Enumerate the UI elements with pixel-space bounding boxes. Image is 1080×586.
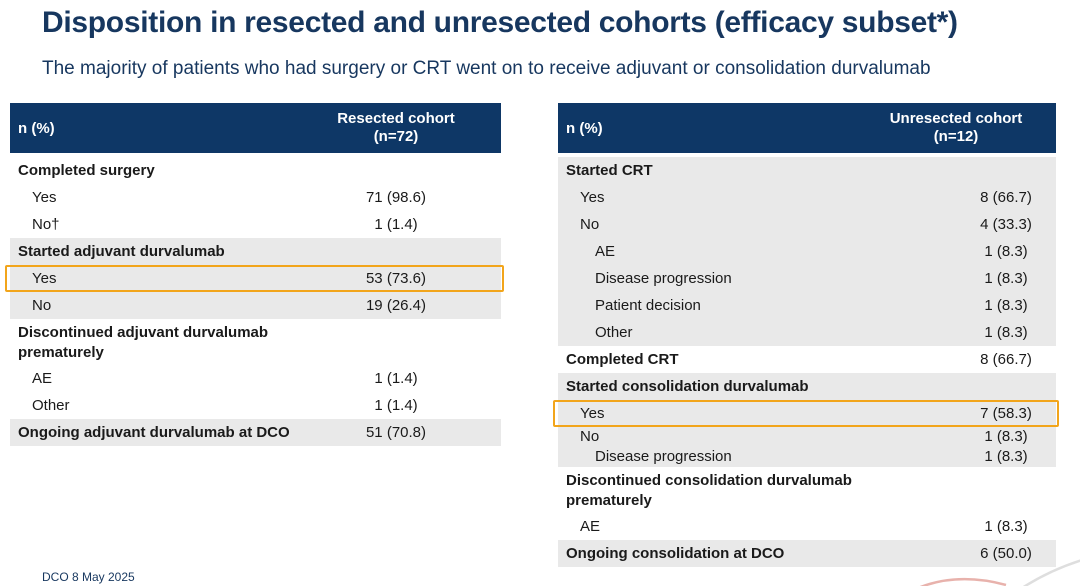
table-row: AE 1 (1.4) — [10, 365, 501, 392]
table-header-bar: n (%) Unresected cohort (n=12) — [558, 103, 1056, 153]
row-label: Discontinued consolidation durvalumab pr… — [566, 472, 852, 509]
row-label: Ongoing adjuvant durvalumab at DCO — [18, 423, 290, 441]
row-label: Completed surgery — [18, 161, 155, 179]
table-body: Completed surgery Yes 71 (98.6) No† 1 (1.4) S… — [5, 157, 504, 446]
column-header-n-pct: n (%) — [566, 119, 603, 137]
table-row: Started CRT — [558, 157, 1056, 184]
table-body: Started CRT Yes 8 (66.7) No 4 (33.3) AE 1 (8.3… — [553, 157, 1059, 567]
table-row: Yes 8 (66.7) — [558, 184, 1056, 211]
row-value: 1 (8.3) — [984, 242, 1028, 260]
cohort-n: (n=72) — [373, 128, 419, 145]
page-title: Disposition in resected and unresected c… — [42, 6, 958, 39]
table-row: Discontinued adjuvant durvalumab prematu… — [10, 319, 501, 365]
row-label: Yes — [580, 404, 605, 422]
column-header-cohort: Resected cohort (n=72) — [291, 110, 501, 146]
page-subtitle: The majority of patients who had surgery… — [42, 58, 931, 79]
row-label: Other — [595, 323, 633, 341]
row-value: 19 (26.4) — [365, 296, 427, 314]
row-value: 1 (8.3) — [984, 517, 1028, 535]
row-label: Yes — [32, 269, 57, 287]
table-row: Completed surgery — [10, 157, 501, 184]
table-row: Yes 53 (73.6) — [5, 265, 504, 292]
table-row: Started adjuvant durvalumab — [10, 238, 501, 265]
table-row: Patient decision 1 (8.3) — [558, 292, 1056, 319]
row-label: Disease progression — [595, 448, 732, 465]
table-row: No† 1 (1.4) — [10, 211, 501, 238]
row-label: Yes — [580, 188, 605, 206]
column-header-cohort: Unresected cohort (n=12) — [856, 110, 1056, 146]
column-header-n-pct: n (%) — [18, 119, 55, 137]
resected-cohort-table: n (%) Resected cohort (n=72) Completed surg… — [5, 103, 504, 446]
row-label: AE — [595, 242, 616, 260]
table-row: Yes 71 (98.6) — [10, 184, 501, 211]
row-label: Discontinued adjuvant durvalumab prematu… — [18, 324, 269, 361]
row-label: No† — [32, 215, 60, 233]
swoosh-red-curve — [919, 577, 1007, 586]
row-value: 1 (1.4) — [374, 369, 418, 387]
row-value: 4 (33.3) — [980, 215, 1032, 233]
row-label: Started adjuvant durvalumab — [18, 242, 225, 260]
row-value: 6 (50.0) — [980, 544, 1032, 562]
table-row: Yes 7 (58.3) — [553, 400, 1059, 427]
row-label: Started consolidation durvalumab — [566, 377, 809, 395]
row-value: 1 (8.3) — [984, 428, 1028, 445]
row-label: Yes — [32, 188, 57, 206]
row-label: No — [580, 428, 600, 445]
table-row: Completed CRT 8 (66.7) — [558, 346, 1056, 373]
row-value: 1 (1.4) — [374, 396, 418, 414]
row-label: AE — [580, 517, 601, 535]
table-row: No 4 (33.3) — [558, 211, 1056, 238]
cohort-n: (n=12) — [933, 128, 979, 145]
row-value: 1 (8.3) — [984, 323, 1028, 341]
row-value: 1 (8.3) — [984, 448, 1028, 465]
row-label: Patient decision — [595, 296, 701, 314]
row-value: 8 (66.7) — [980, 188, 1032, 206]
row-value: 1 (8.3) — [984, 296, 1028, 314]
table-row: Disease progression 1 (8.3) — [558, 265, 1056, 292]
table-row: AE 1 (8.3) — [558, 513, 1056, 540]
row-label: Completed CRT — [566, 350, 679, 368]
cohort-title: Unresected cohort — [889, 110, 1023, 127]
table-row: No 1 (8.3) — [558, 427, 1056, 447]
row-label: Ongoing consolidation at DCO — [566, 544, 785, 562]
row-label: AE — [32, 369, 53, 387]
table-row: Discontinued consolidation durvalumab pr… — [558, 467, 1056, 513]
table-row: No 19 (26.4) — [10, 292, 501, 319]
table-row: Started consolidation durvalumab — [558, 373, 1056, 400]
row-value: 7 (58.3) — [980, 404, 1032, 422]
table-row: AE 1 (8.3) — [558, 238, 1056, 265]
row-label: No — [32, 296, 52, 314]
row-value: 53 (73.6) — [365, 269, 427, 287]
row-value: 51 (70.8) — [365, 423, 427, 441]
row-value: 8 (66.7) — [980, 350, 1032, 368]
row-label: Other — [32, 396, 70, 414]
table-row: Other 1 (8.3) — [558, 319, 1056, 346]
table-row: Ongoing adjuvant durvalumab at DCO 51 (70… — [10, 419, 501, 446]
table-row: Ongoing consolidation at DCO 6 (50.0) — [558, 540, 1056, 567]
row-value: 1 (8.3) — [984, 269, 1028, 287]
table-header-bar: n (%) Resected cohort (n=72) — [10, 103, 501, 153]
row-label: No — [580, 215, 600, 233]
footer-dco-date: DCO 8 May 2025 — [42, 570, 135, 584]
row-value: 71 (98.6) — [365, 188, 427, 206]
table-row: Disease progression 1 (8.3) — [558, 447, 1056, 467]
unresected-cohort-table: n (%) Unresected cohort (n=12) Started CRT Y… — [553, 103, 1059, 567]
row-value: 1 (1.4) — [374, 215, 418, 233]
row-label: Disease progression — [595, 269, 732, 287]
table-row: Other 1 (1.4) — [10, 392, 501, 419]
row-label: Started CRT — [566, 161, 653, 179]
cohort-title: Resected cohort — [337, 110, 455, 127]
